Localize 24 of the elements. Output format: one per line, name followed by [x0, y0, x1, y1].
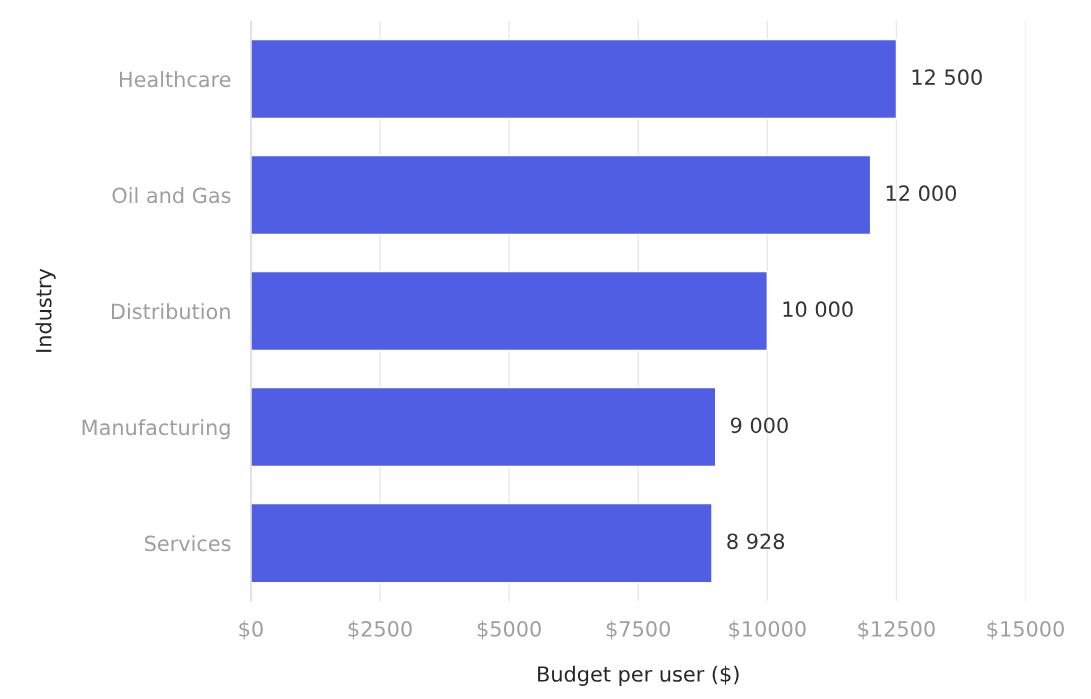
x-tick-label: $5000: [477, 620, 541, 640]
data-label: 9 000: [730, 417, 788, 434]
y-tick-label: Manufacturing: [82, 419, 230, 440]
y-tick-label: Distribution: [111, 303, 230, 320]
data-label: 10 000: [783, 301, 853, 318]
x-tick-label: $7500: [606, 620, 670, 640]
bar: [250, 38, 898, 120]
x-tick-label: $10000: [729, 620, 806, 640]
data-label: 8 928: [727, 533, 785, 550]
x-tick-label: $15000: [987, 620, 1064, 640]
data-label: 12 000: [886, 185, 957, 202]
data-label: 12 500: [912, 69, 982, 86]
bar: [250, 386, 717, 468]
y-tick-label: Oil and Gas: [112, 187, 231, 204]
x-tick-label: $2500: [348, 620, 412, 640]
y-tick-label: Healthcare: [119, 71, 231, 88]
x-axis-title: Budget per user ($): [538, 665, 739, 686]
bar: [250, 270, 769, 352]
x-tick-label: $12500: [858, 620, 935, 640]
x-tick-label: $0: [239, 620, 263, 640]
y-tick-label: Services: [145, 535, 231, 552]
y-axis-title: Industry: [35, 268, 56, 352]
bar: [250, 502, 713, 584]
bar: [250, 154, 872, 236]
